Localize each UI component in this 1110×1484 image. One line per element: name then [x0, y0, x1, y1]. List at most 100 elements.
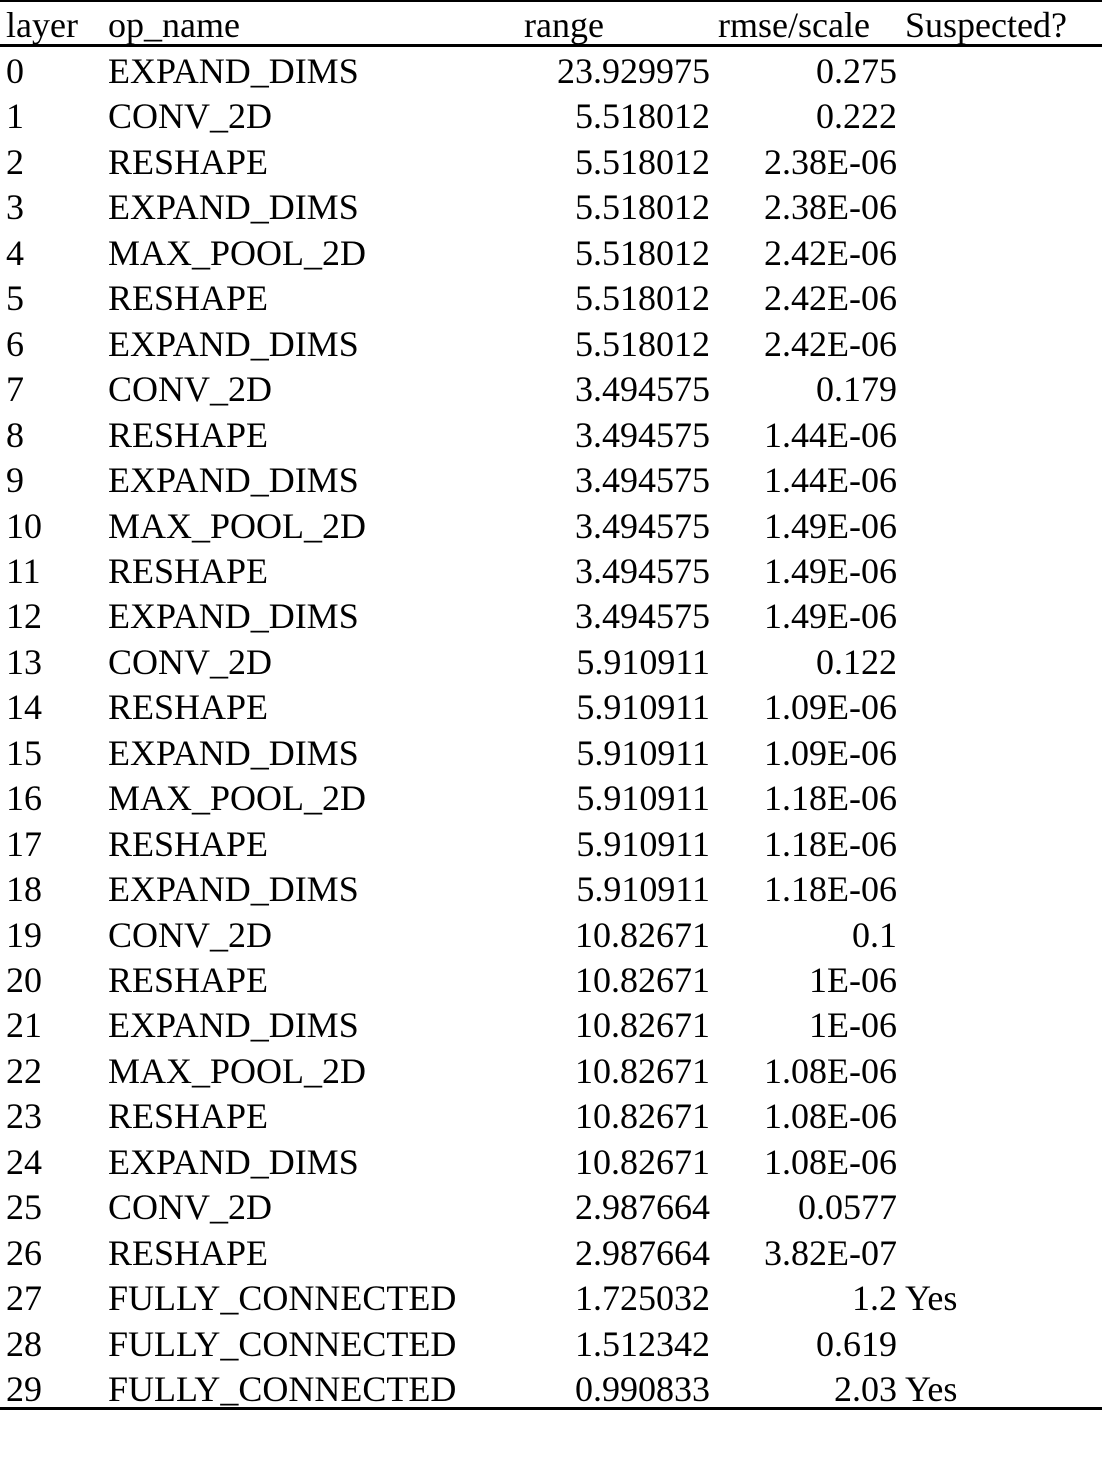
cell-rmse-scale: 0.275	[816, 51, 897, 91]
cell-op-name: CONV_2D	[108, 369, 273, 410]
table-row: 2 RESHAPE 5.518012 2.38E-06	[0, 140, 1102, 185]
cell-layer: 22	[6, 1050, 42, 1091]
table-row: 23 RESHAPE 10.82671 1.08E-06	[0, 1094, 1102, 1139]
cell-suspected	[905, 822, 1102, 867]
table-row: 16 MAX_POOL_2D 5.910911 1.18E-06	[0, 776, 1102, 821]
cell-layer: 25	[6, 1187, 42, 1228]
cell-range: 3.494575	[575, 550, 710, 591]
cell-suspected	[905, 1140, 1102, 1185]
cell-suspected	[905, 367, 1102, 412]
cell-range: 5.910911	[576, 641, 710, 682]
table-row: 1 CONV_2D 5.518012 0.222	[0, 94, 1102, 139]
cell-suspected: Yes	[905, 1278, 958, 1319]
cell-suspected	[905, 140, 1102, 185]
cell-suspected	[905, 1231, 1102, 1276]
cell-rmse-scale: 1.18E-06	[764, 778, 897, 819]
cell-range: 10.82671	[575, 1005, 710, 1046]
cell-range: 5.518012	[575, 278, 710, 319]
cell-suspected	[905, 958, 1102, 1003]
cell-range: 0.990833	[575, 1369, 710, 1410]
table-row: 15 EXPAND_DIMS 5.910911 1.09E-06	[0, 731, 1102, 776]
cell-op-name: RESHAPE	[108, 1096, 269, 1137]
table-top-border	[0, 0, 1102, 2]
cell-range: 23.929975	[557, 51, 710, 91]
cell-range: 3.494575	[575, 369, 710, 410]
cell-op-name: CONV_2D	[108, 914, 273, 955]
column-header-layer: layer	[6, 5, 78, 45]
cell-layer: 3	[6, 187, 24, 228]
table-row: 8 RESHAPE 3.494575 1.44E-06	[0, 413, 1102, 458]
cell-op-name: FULLY_CONNECTED	[108, 1323, 457, 1364]
cell-layer: 10	[6, 505, 42, 546]
cell-rmse-scale: 1.18E-06	[764, 869, 897, 910]
table-row: 26 RESHAPE 2.987664 3.82E-07	[0, 1231, 1102, 1276]
table-row: 6 EXPAND_DIMS 5.518012 2.42E-06	[0, 322, 1102, 367]
cell-op-name: RESHAPE	[108, 823, 269, 864]
cell-rmse-scale: 0.222	[816, 96, 897, 137]
cell-op-name: MAX_POOL_2D	[108, 232, 367, 273]
table-row: 21 EXPAND_DIMS 10.82671 1E-06	[0, 1003, 1102, 1048]
cell-suspected	[905, 1003, 1102, 1048]
cell-op-name: EXPAND_DIMS	[108, 1141, 359, 1182]
cell-range: 3.494575	[575, 505, 710, 546]
cell-rmse-scale: 1.09E-06	[764, 732, 897, 773]
table-row: 0 EXPAND_DIMS 23.929975 0.275	[0, 49, 1102, 94]
table-row: 10 MAX_POOL_2D 3.494575 1.49E-06	[0, 504, 1102, 549]
table-row: 12 EXPAND_DIMS 3.494575 1.49E-06	[0, 594, 1102, 639]
cell-suspected	[905, 49, 1102, 94]
table-row: 25 CONV_2D 2.987664 0.0577	[0, 1185, 1102, 1230]
column-header-suspected: Suspected?	[905, 5, 1067, 45]
cell-range: 10.82671	[575, 960, 710, 1000]
cell-layer: 1	[6, 96, 24, 137]
cell-op-name: EXPAND_DIMS	[108, 869, 359, 910]
cell-layer: 12	[6, 596, 42, 637]
cell-suspected	[905, 640, 1102, 685]
cell-layer: 4	[6, 232, 24, 273]
cell-layer: 9	[6, 460, 24, 501]
cell-range: 10.82671	[575, 1096, 710, 1137]
table-row: 13 CONV_2D 5.910911 0.122	[0, 640, 1102, 685]
cell-op-name: RESHAPE	[108, 1232, 269, 1273]
cell-range: 5.518012	[575, 323, 710, 364]
cell-rmse-scale: 0.619	[816, 1323, 897, 1364]
cell-rmse-scale: 1.18E-06	[764, 823, 897, 864]
cell-rmse-scale: 2.03	[834, 1369, 897, 1410]
cell-layer: 18	[6, 869, 42, 910]
cell-rmse-scale: 1.44E-06	[764, 414, 897, 455]
cell-rmse-scale: 1.08E-06	[764, 1096, 897, 1137]
cell-range: 1.512342	[575, 1323, 710, 1364]
cell-suspected	[905, 549, 1102, 594]
cell-layer: 16	[6, 778, 42, 819]
cell-range: 5.910911	[576, 732, 710, 773]
cell-op-name: MAX_POOL_2D	[108, 778, 367, 819]
table-bottom-border	[0, 1407, 1102, 1410]
cell-rmse-scale: 0.179	[816, 369, 897, 410]
cell-rmse-scale: 2.38E-06	[764, 141, 897, 182]
cell-rmse-scale: 2.42E-06	[764, 323, 897, 364]
cell-range: 3.494575	[575, 460, 710, 501]
cell-rmse-scale: 1.44E-06	[764, 460, 897, 501]
cell-op-name: EXPAND_DIMS	[108, 460, 359, 501]
cell-suspected	[905, 231, 1102, 276]
table-header-row: layer op_name range rmse/scale Suspected…	[0, 3, 1102, 47]
cell-suspected	[905, 1094, 1102, 1139]
cell-layer: 20	[6, 960, 42, 1000]
cell-rmse-scale: 1.49E-06	[764, 550, 897, 591]
cell-suspected	[905, 594, 1102, 639]
cell-suspected	[905, 504, 1102, 549]
cell-rmse-scale: 1.09E-06	[764, 687, 897, 728]
cell-range: 5.518012	[575, 187, 710, 228]
cell-op-name: RESHAPE	[108, 414, 269, 455]
cell-rmse-scale: 0.1	[852, 914, 897, 955]
cell-op-name: RESHAPE	[108, 550, 269, 591]
cell-op-name: RESHAPE	[108, 141, 269, 182]
cell-layer: 8	[6, 414, 24, 455]
cell-range: 10.82671	[575, 914, 710, 955]
cell-suspected	[905, 94, 1102, 139]
cell-range: 2.987664	[575, 1187, 710, 1228]
cell-op-name: EXPAND_DIMS	[108, 1005, 359, 1046]
cell-range: 5.910911	[576, 778, 710, 819]
cell-op-name: CONV_2D	[108, 641, 273, 682]
cell-layer: 24	[6, 1141, 42, 1182]
cell-rmse-scale: 0.122	[816, 641, 897, 682]
